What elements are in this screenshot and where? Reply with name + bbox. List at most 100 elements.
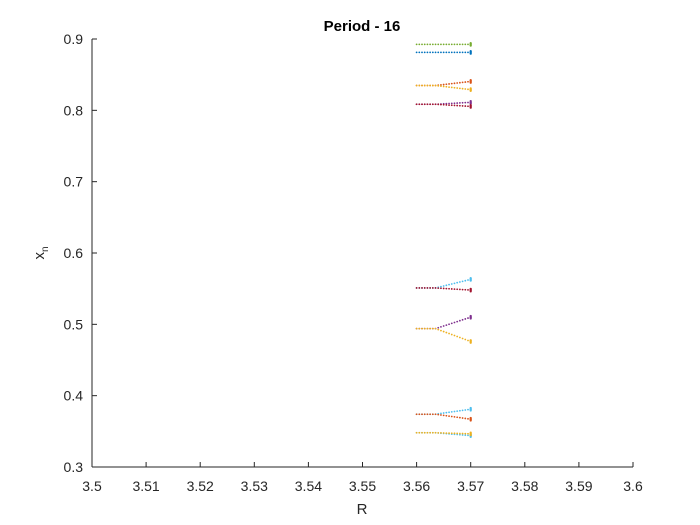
data-point xyxy=(469,50,472,53)
data-point xyxy=(450,51,453,54)
x-tick-label: 3.53 xyxy=(241,478,268,494)
data-point xyxy=(437,287,440,290)
data-point xyxy=(434,43,437,46)
data-point xyxy=(456,102,459,104)
chart-title: Period - 16 xyxy=(324,18,401,35)
data-point xyxy=(467,408,469,411)
x-axis-ticks: 3.5 3.51 3.52 3.53 3.54 3.55 3.56 3.57 3.58 3.59 3… xyxy=(82,462,643,494)
data-point xyxy=(453,86,456,89)
data-point xyxy=(431,103,434,106)
data-point xyxy=(461,337,464,340)
data-point xyxy=(415,84,418,87)
data-point xyxy=(418,43,421,46)
y-axis-ticks: 0.3 0.4 0.5 0.6 0.7 0.8 0.9 xyxy=(64,31,97,475)
data-point xyxy=(442,432,445,434)
data-point xyxy=(469,99,472,103)
data-point xyxy=(445,331,448,334)
data-point xyxy=(431,327,434,330)
data-point xyxy=(453,282,456,285)
data-point xyxy=(415,43,418,46)
data-point xyxy=(467,43,469,46)
data-point xyxy=(469,406,472,410)
data-point xyxy=(434,103,437,106)
data-point xyxy=(421,43,423,46)
plot-area xyxy=(91,39,633,468)
data-point xyxy=(467,289,469,291)
x-tick-label: 3.54 xyxy=(295,478,322,494)
data-point xyxy=(458,319,461,322)
y-tick-label: 0.5 xyxy=(64,316,84,332)
x-tick-label: 3.5 xyxy=(82,478,102,494)
data-point xyxy=(464,338,467,341)
data-point xyxy=(458,51,461,54)
data-point xyxy=(469,41,472,45)
data-point xyxy=(450,322,453,325)
data-point xyxy=(423,431,426,434)
x-tick-label: 3.56 xyxy=(403,478,430,494)
data-point xyxy=(469,339,472,342)
data-point xyxy=(440,103,442,106)
data-point xyxy=(440,83,442,86)
data-point xyxy=(464,417,467,420)
data-point xyxy=(456,288,459,291)
data-point xyxy=(448,83,450,85)
data-point xyxy=(450,411,453,413)
data-point xyxy=(461,87,464,90)
y-tick-label: 0.3 xyxy=(64,459,84,475)
data-point xyxy=(426,327,429,330)
data-point xyxy=(426,51,429,54)
data-point xyxy=(461,43,464,46)
data-point xyxy=(437,51,440,54)
data-point xyxy=(461,434,464,436)
data-point xyxy=(453,104,456,107)
data-point xyxy=(445,104,448,106)
data-point xyxy=(440,414,442,416)
data-point xyxy=(458,81,461,84)
data-point xyxy=(467,51,469,54)
data-point xyxy=(469,416,472,420)
x-tick-label: 3.58 xyxy=(511,478,538,494)
data-point xyxy=(467,432,469,435)
data-point xyxy=(423,51,426,54)
data-point xyxy=(453,416,456,418)
data-point xyxy=(464,88,467,90)
data-point xyxy=(453,51,456,54)
data-point xyxy=(442,285,445,287)
data-point xyxy=(469,104,472,107)
data-point xyxy=(434,431,437,434)
data-point xyxy=(418,103,421,106)
data-point xyxy=(458,43,461,46)
data-point xyxy=(423,287,426,289)
data-point xyxy=(445,432,448,434)
data-point xyxy=(453,432,456,435)
y-tick-label: 0.4 xyxy=(64,388,84,404)
data-point xyxy=(429,431,432,434)
data-point xyxy=(448,415,450,418)
data-point xyxy=(434,84,437,87)
x-tick-label: 3.6 xyxy=(623,478,643,494)
data-point xyxy=(453,102,456,105)
data-point xyxy=(429,103,432,106)
data-point xyxy=(448,411,450,414)
data-point xyxy=(467,105,469,108)
data-point xyxy=(469,277,472,280)
data-point xyxy=(469,79,472,82)
data-point xyxy=(423,43,426,46)
data-point xyxy=(450,333,453,336)
data-point xyxy=(464,432,467,435)
data-point xyxy=(458,433,461,436)
data-point xyxy=(426,287,429,289)
data-point xyxy=(464,288,467,291)
data-point xyxy=(440,43,442,46)
data-point xyxy=(440,325,442,328)
y-tick-label: 0.6 xyxy=(64,245,84,261)
data-point xyxy=(418,431,421,434)
data-point xyxy=(431,431,434,434)
data-point xyxy=(450,283,453,285)
data-point xyxy=(445,83,448,86)
data-point xyxy=(426,43,429,46)
data-point xyxy=(461,51,464,54)
data-point xyxy=(437,43,440,46)
data-point xyxy=(445,284,448,287)
